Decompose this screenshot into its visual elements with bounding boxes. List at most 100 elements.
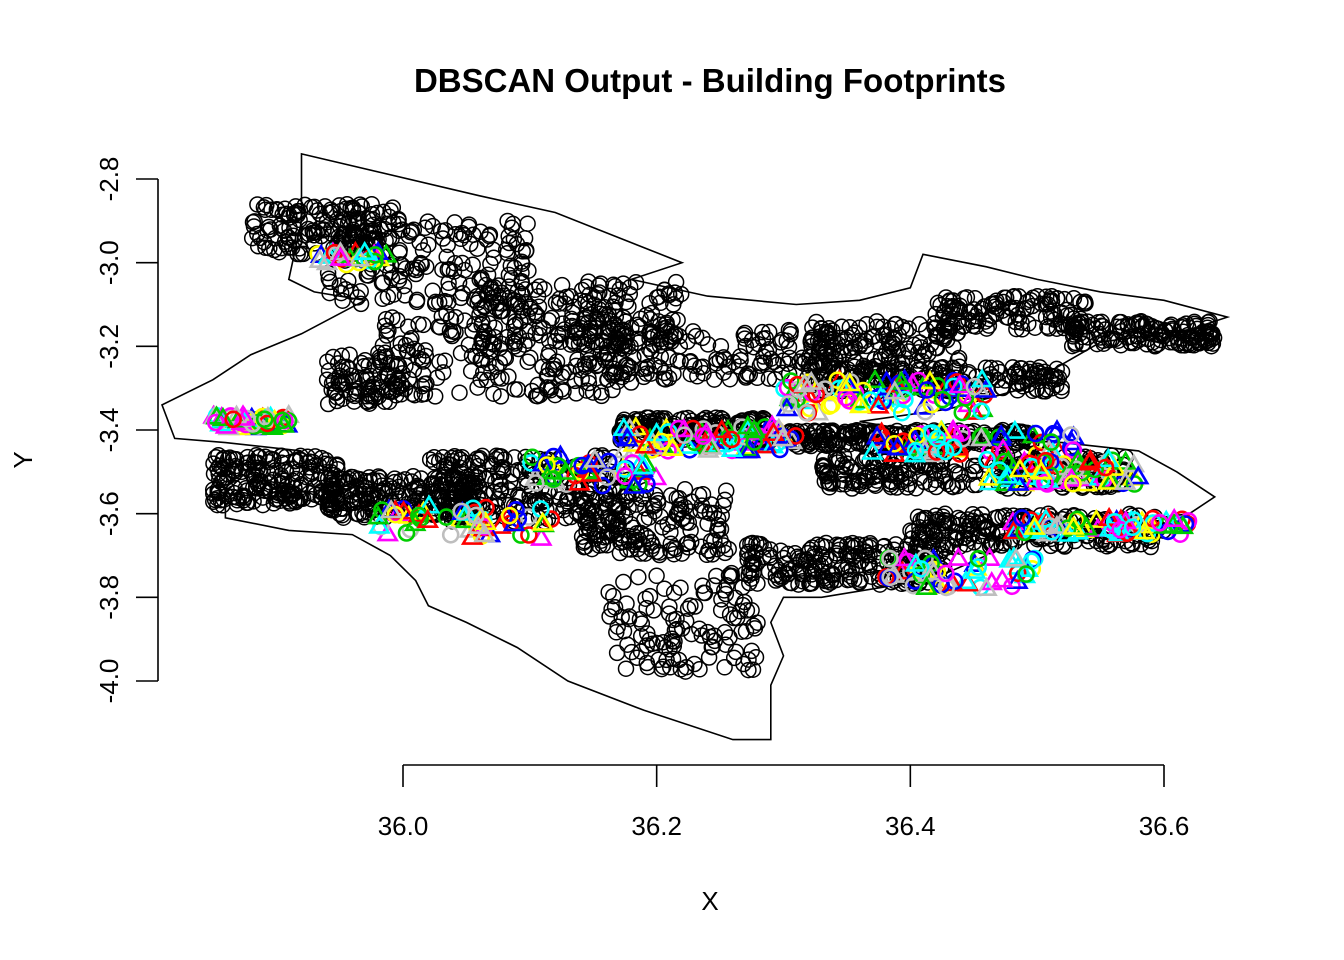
noise-point bbox=[989, 371, 1007, 389]
noise-point bbox=[1153, 325, 1171, 342]
noise-point bbox=[494, 463, 512, 480]
noise-point bbox=[617, 660, 635, 677]
cluster-point bbox=[1003, 419, 1027, 439]
y-tick-label: -2.8 bbox=[94, 157, 124, 202]
cluster-point bbox=[881, 549, 899, 568]
noise-point bbox=[383, 270, 401, 287]
noise-point bbox=[606, 317, 623, 334]
cluster-point bbox=[722, 430, 741, 449]
noise-point bbox=[356, 352, 374, 369]
noise-point bbox=[1186, 315, 1203, 333]
noise-point bbox=[1034, 367, 1052, 385]
noise-point bbox=[782, 323, 799, 340]
noise-point bbox=[341, 346, 358, 363]
noise-point bbox=[527, 325, 544, 342]
x-tick-label: 36.0 bbox=[378, 811, 429, 841]
noise-point bbox=[648, 634, 666, 652]
cluster-point bbox=[903, 443, 927, 463]
noise-point bbox=[476, 324, 493, 341]
noise-point bbox=[608, 510, 625, 527]
noise-point bbox=[894, 318, 911, 336]
noise-point bbox=[1013, 374, 1031, 392]
cluster-point bbox=[915, 575, 938, 596]
noise-point bbox=[887, 536, 905, 553]
cluster-point bbox=[379, 499, 403, 519]
cluster-point bbox=[645, 421, 668, 442]
noise-point bbox=[737, 623, 755, 640]
noise-point bbox=[346, 372, 363, 389]
noise-point bbox=[815, 451, 833, 468]
noise-point bbox=[681, 353, 699, 371]
cluster-point bbox=[736, 415, 760, 435]
noise-point bbox=[690, 486, 708, 504]
noise-point bbox=[376, 220, 393, 238]
cluster-point bbox=[661, 436, 684, 457]
noise-point bbox=[344, 468, 362, 486]
cluster-point bbox=[652, 432, 671, 451]
noise-point bbox=[417, 347, 435, 365]
noise-point bbox=[471, 450, 489, 467]
noise-point bbox=[721, 629, 738, 646]
noise-point bbox=[534, 358, 551, 376]
noise-point bbox=[225, 462, 242, 480]
cluster-point bbox=[848, 394, 872, 414]
noise-point bbox=[856, 332, 874, 349]
noise-point bbox=[656, 580, 673, 597]
noise-point bbox=[1152, 331, 1169, 349]
noise-point bbox=[513, 253, 530, 270]
cluster-point bbox=[366, 246, 385, 264]
noise-point bbox=[682, 365, 700, 383]
noise-point bbox=[893, 473, 910, 491]
noise-point bbox=[932, 296, 949, 314]
x-tick-label: 36.4 bbox=[885, 811, 936, 841]
cluster-point bbox=[923, 424, 942, 442]
noise-point bbox=[215, 491, 233, 508]
noise-point bbox=[866, 475, 883, 493]
y-tick-label: -3.6 bbox=[94, 491, 124, 536]
cluster-point bbox=[392, 500, 415, 520]
noise-point bbox=[687, 327, 705, 345]
noise-point bbox=[492, 476, 509, 494]
cluster-point bbox=[1162, 507, 1186, 528]
noise-point bbox=[587, 333, 605, 351]
cluster-point bbox=[978, 450, 996, 469]
noise-point bbox=[842, 567, 860, 585]
chart-title: DBSCAN Output - Building Footprints bbox=[414, 62, 1006, 99]
noise-point bbox=[637, 590, 654, 607]
noise-point bbox=[509, 296, 527, 313]
noise-point bbox=[610, 335, 627, 352]
cluster-point bbox=[941, 418, 965, 438]
noise-point bbox=[1042, 303, 1059, 320]
noise-point bbox=[433, 308, 451, 325]
cluster-point bbox=[520, 526, 538, 544]
noise-point bbox=[392, 472, 409, 490]
noise-point bbox=[368, 384, 385, 402]
noise-point bbox=[512, 463, 530, 480]
noise-point bbox=[249, 454, 267, 471]
noise-point bbox=[478, 470, 495, 488]
noise-point bbox=[743, 642, 760, 660]
noise-point bbox=[601, 287, 619, 305]
noise-point bbox=[497, 349, 515, 367]
noise-point bbox=[746, 620, 764, 637]
noise-point bbox=[640, 509, 658, 526]
noise-point bbox=[748, 369, 766, 387]
noise-point bbox=[720, 358, 737, 375]
noise-point bbox=[962, 304, 980, 321]
noise-point bbox=[662, 523, 679, 541]
cluster-point bbox=[1032, 471, 1051, 489]
noise-point bbox=[929, 294, 947, 312]
noise-point bbox=[385, 214, 402, 232]
noise-point bbox=[211, 457, 228, 475]
noise-point bbox=[440, 294, 457, 311]
noise-point bbox=[850, 573, 868, 590]
cluster-point bbox=[207, 413, 225, 432]
noise-point bbox=[911, 469, 928, 486]
noise-point bbox=[734, 596, 752, 614]
noise-point bbox=[579, 346, 597, 363]
noise-point bbox=[665, 637, 683, 655]
noise-point bbox=[775, 352, 792, 369]
noise-point bbox=[978, 520, 995, 537]
noise-point bbox=[492, 388, 510, 405]
noise-point bbox=[545, 356, 563, 374]
